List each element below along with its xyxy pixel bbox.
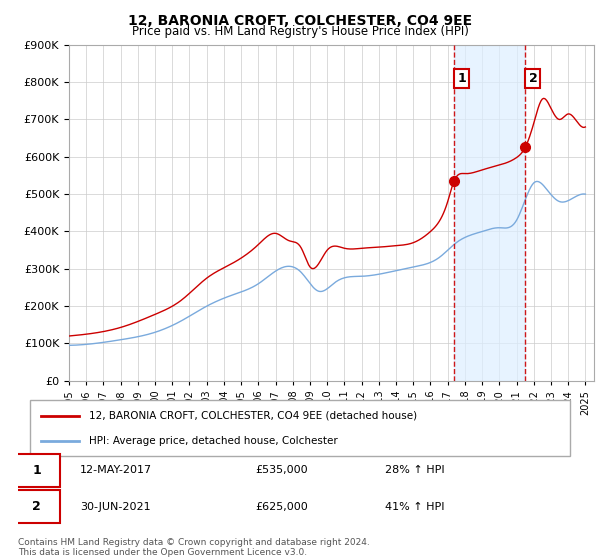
Text: £535,000: £535,000 — [255, 465, 308, 475]
Text: £625,000: £625,000 — [255, 502, 308, 511]
Text: 1: 1 — [32, 464, 41, 477]
Text: 2: 2 — [32, 500, 41, 513]
FancyBboxPatch shape — [13, 490, 61, 523]
Text: 12, BARONIA CROFT, COLCHESTER, CO4 9EE: 12, BARONIA CROFT, COLCHESTER, CO4 9EE — [128, 14, 472, 28]
Text: Price paid vs. HM Land Registry's House Price Index (HPI): Price paid vs. HM Land Registry's House … — [131, 25, 469, 38]
FancyBboxPatch shape — [30, 400, 570, 456]
Text: 2: 2 — [529, 72, 538, 85]
FancyBboxPatch shape — [13, 454, 61, 487]
Text: 12, BARONIA CROFT, COLCHESTER, CO4 9EE (detached house): 12, BARONIA CROFT, COLCHESTER, CO4 9EE (… — [89, 410, 418, 421]
Text: HPI: Average price, detached house, Colchester: HPI: Average price, detached house, Colc… — [89, 436, 338, 446]
Text: 28% ↑ HPI: 28% ↑ HPI — [385, 465, 444, 475]
Text: 41% ↑ HPI: 41% ↑ HPI — [385, 502, 444, 511]
Text: 1: 1 — [458, 72, 466, 85]
Text: 30-JUN-2021: 30-JUN-2021 — [80, 502, 151, 511]
Bar — [454, 45, 525, 381]
Text: 12-MAY-2017: 12-MAY-2017 — [80, 465, 152, 475]
Text: Contains HM Land Registry data © Crown copyright and database right 2024.
This d: Contains HM Land Registry data © Crown c… — [18, 538, 370, 557]
